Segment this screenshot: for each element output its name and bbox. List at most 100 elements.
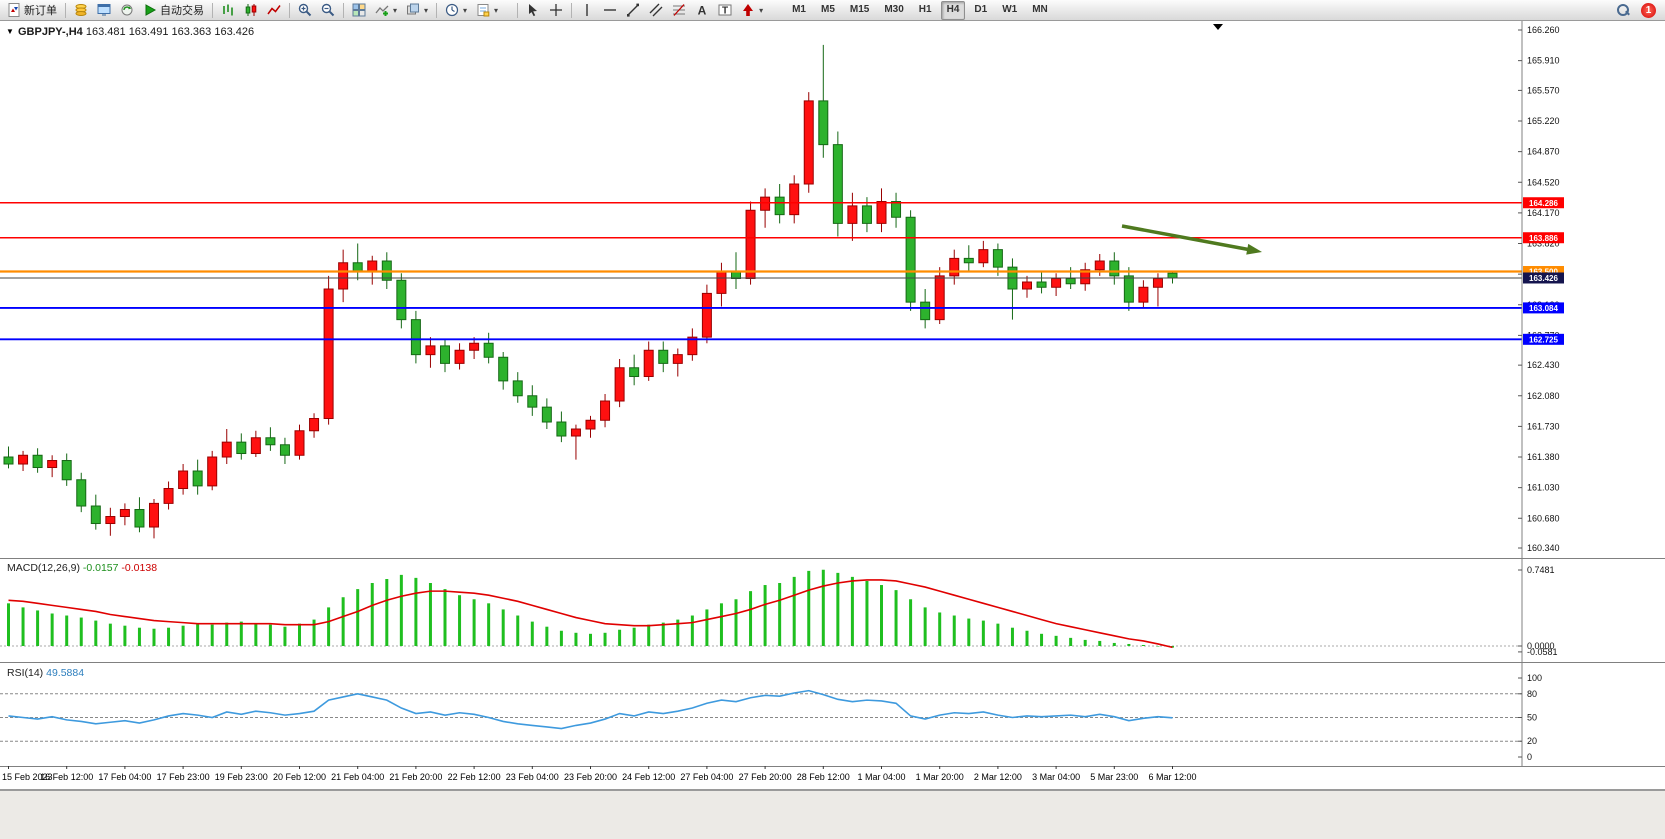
price-tag-label: 163.084 bbox=[1529, 304, 1558, 313]
search-icon bbox=[1616, 3, 1630, 17]
rsi-name: RSI(14) bbox=[7, 667, 44, 679]
time-axis-label: 22 Feb 12:00 bbox=[448, 772, 501, 782]
vertical-line-button[interactable] bbox=[576, 0, 598, 20]
trendline-icon bbox=[627, 3, 640, 17]
toolbar-separator bbox=[212, 2, 213, 18]
toolbar-separator bbox=[517, 2, 519, 18]
trend-arrow[interactable] bbox=[1121, 224, 1254, 253]
time-axis-label: 6 Mar 12:00 bbox=[1148, 772, 1196, 782]
channel-button[interactable] bbox=[645, 0, 667, 20]
horizontal-line-button[interactable] bbox=[599, 0, 621, 20]
candlestick-icon bbox=[245, 4, 257, 16]
timeframe-d1-button[interactable]: D1 bbox=[974, 3, 988, 15]
timeframe-mn-button[interactable]: MN bbox=[1032, 3, 1048, 15]
objects-button[interactable]: ▾ bbox=[402, 0, 432, 20]
navigator-icon bbox=[121, 4, 133, 16]
chart-collapse-icon[interactable]: ▼ bbox=[6, 27, 14, 36]
price-tag bbox=[1523, 302, 1564, 314]
macd-indicator-label: MACD(12,26,9) -0.0157 -0.0138 bbox=[7, 562, 157, 574]
timeframe-m30-button[interactable]: M30 bbox=[884, 3, 904, 15]
market-watch-icon bbox=[75, 4, 87, 16]
indicators-button[interactable]: ▾ bbox=[371, 0, 401, 20]
timeframe-m1-button[interactable]: M1 bbox=[792, 3, 806, 15]
zoom-in-icon bbox=[298, 3, 312, 17]
label-icon: T bbox=[718, 4, 732, 17]
rsi-axis-tick: 80 bbox=[1527, 689, 1537, 699]
main-toolbar: 新订单 自动交易 bbox=[0, 0, 1665, 21]
timeframe-m15-button[interactable]: M15 bbox=[849, 3, 870, 15]
macd-value: -0.0157 bbox=[82, 562, 119, 574]
chevron-down-icon: ▾ bbox=[424, 5, 429, 15]
chart-symbol-label: GBPJPY-,H4 bbox=[18, 26, 83, 38]
zoom-in-button[interactable] bbox=[294, 0, 316, 20]
periods-button[interactable]: ▾ bbox=[441, 0, 471, 20]
templates-button[interactable]: ▾ bbox=[472, 0, 502, 20]
market-watch-button[interactable] bbox=[70, 0, 92, 20]
chevron-down-icon: ▾ bbox=[393, 5, 398, 15]
price-tag bbox=[1523, 197, 1564, 209]
time-axis-label: 2 Mar 12:00 bbox=[974, 772, 1022, 782]
fibonacci-icon bbox=[673, 4, 686, 16]
chevron-down-icon: ▾ bbox=[494, 5, 499, 15]
macd-pane[interactable]: 0.7481 0.0000-0.0581 bbox=[0, 558, 1665, 662]
toolbar-separator bbox=[571, 2, 573, 18]
svg-text:A: A bbox=[698, 4, 707, 18]
bar-chart-button[interactable] bbox=[217, 0, 239, 20]
candlestick-button[interactable] bbox=[240, 0, 262, 20]
timeframe-h1-button[interactable]: H1 bbox=[918, 3, 932, 15]
crosshair-button[interactable] bbox=[545, 0, 567, 20]
price-tag-label: 163.426 bbox=[1529, 274, 1558, 283]
time-axis-label: 27 Feb 04:00 bbox=[680, 772, 733, 782]
objects-icon bbox=[407, 3, 420, 15]
auto-trading-button[interactable]: 自动交易 bbox=[139, 0, 208, 20]
text-button[interactable]: A bbox=[691, 0, 713, 20]
profiles-button[interactable] bbox=[93, 0, 115, 20]
rsi-line bbox=[8, 689, 1173, 730]
macd-signal-value: -0.0138 bbox=[121, 562, 158, 574]
rsi-pane[interactable]: 100 80 50 20 0 bbox=[0, 662, 1665, 766]
toolbar-separator bbox=[343, 2, 344, 18]
chart-shift-marker[interactable] bbox=[1213, 24, 1223, 30]
tile-windows-button[interactable] bbox=[348, 0, 370, 20]
time-axis-label: 24 Feb 12:00 bbox=[622, 772, 675, 782]
new-order-button[interactable]: 新订单 bbox=[3, 0, 61, 20]
price-chart-pane[interactable]: 166.260 165.910 165.570 165.220 164.870 164.5… bbox=[0, 21, 1665, 558]
time-axis-label: 15 Feb 2023 bbox=[2, 772, 53, 782]
price-tag-label: 163.886 bbox=[1529, 234, 1558, 243]
trendline-button[interactable] bbox=[622, 0, 644, 20]
fibonacci-button[interactable] bbox=[668, 0, 690, 20]
price-axis-tick: 164.520 bbox=[1527, 177, 1560, 187]
price-axis-tick: 164.870 bbox=[1527, 147, 1560, 157]
macd-axis-tick: 0.0000 bbox=[1527, 641, 1555, 651]
price-tag-label: 164.286 bbox=[1529, 199, 1558, 208]
timeframe-m5-button[interactable]: M5 bbox=[820, 3, 835, 15]
arrows-button[interactable]: ▾ bbox=[737, 0, 767, 20]
navigator-button[interactable] bbox=[116, 0, 138, 20]
search-button[interactable] bbox=[1612, 0, 1634, 20]
macd-histogram bbox=[7, 569, 1174, 648]
time-axis-label: 23 Feb 20:00 bbox=[564, 772, 617, 782]
trend-arrow-head bbox=[1246, 243, 1262, 255]
new-order-icon bbox=[8, 3, 20, 17]
indicators-icon bbox=[375, 5, 389, 16]
chevron-down-icon: ▾ bbox=[463, 5, 468, 15]
time-axis-label: 20 Feb 12:00 bbox=[273, 772, 326, 782]
price-tag bbox=[1523, 232, 1564, 244]
time-axis-label: 21 Feb 20:00 bbox=[389, 772, 442, 782]
notification-badge[interactable]: 1 bbox=[1641, 2, 1656, 18]
time-axis-label: 1 Mar 20:00 bbox=[916, 772, 964, 782]
time-axis-label: 21 Feb 04:00 bbox=[331, 772, 384, 782]
cursor-button[interactable] bbox=[522, 0, 544, 20]
line-chart-button[interactable] bbox=[263, 0, 285, 20]
rsi-axis-tick: 50 bbox=[1527, 713, 1537, 723]
time-axis-label: 28 Feb 12:00 bbox=[797, 772, 850, 782]
text-icon: A bbox=[698, 4, 707, 18]
chevron-down-icon: ▾ bbox=[759, 5, 764, 15]
rsi-axis-tick: 0 bbox=[1527, 752, 1532, 762]
price-tag-label: 162.725 bbox=[1529, 336, 1558, 345]
label-button[interactable]: T bbox=[714, 0, 736, 20]
timeframe-w1-button[interactable]: W1 bbox=[1002, 3, 1018, 15]
zoom-out-button[interactable] bbox=[317, 0, 339, 20]
timeframe-h4-button[interactable]: H4 bbox=[940, 0, 966, 20]
